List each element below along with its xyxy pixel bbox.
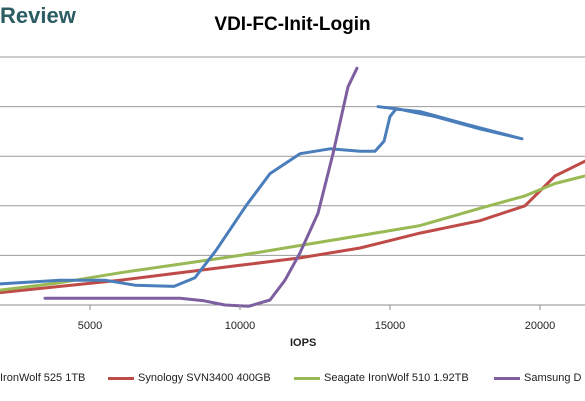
- series-lines: [0, 66, 585, 308]
- legend-item-3: Seagate IronWolf 510 1.92TB: [294, 372, 469, 384]
- series-line-1: [0, 105, 524, 288]
- x-tick-label-2: 10000: [225, 320, 256, 332]
- legend-label-4: Samsung D: [524, 372, 582, 384]
- legend-label-2: Synology SVN3400 400GB: [138, 372, 271, 384]
- legend-swatch-3: [294, 376, 320, 380]
- legend-item-1: IronWolf 525 1TB: [0, 372, 85, 384]
- x-tick-label-3: 15000: [375, 320, 406, 332]
- legend-swatch-2: [108, 376, 134, 380]
- legend-item-4: Samsung D: [494, 372, 581, 384]
- series-line-2: [0, 159, 585, 295]
- legend-swatch-4: [494, 376, 520, 380]
- series-line-3: [0, 174, 585, 292]
- chart-title: VDI-FC-Init-Login: [214, 14, 371, 35]
- x-axis-label: IOPS: [290, 337, 317, 349]
- brand-logo-text: Review: [0, 3, 76, 28]
- x-tick-labels: 5000 10000 15000 20000: [78, 305, 556, 332]
- x-tick-label-1: 5000: [78, 320, 102, 332]
- series-line-4: [43, 66, 359, 308]
- legend-item-2: Synology SVN3400 400GB: [108, 372, 271, 384]
- legend-label-3: Seagate IronWolf 510 1.92TB: [324, 372, 469, 384]
- legend: IronWolf 525 1TB Synology SVN3400 400GB …: [0, 372, 585, 388]
- legend-label-1: IronWolf 525 1TB: [0, 372, 86, 384]
- x-tick-label-4: 20000: [525, 320, 556, 332]
